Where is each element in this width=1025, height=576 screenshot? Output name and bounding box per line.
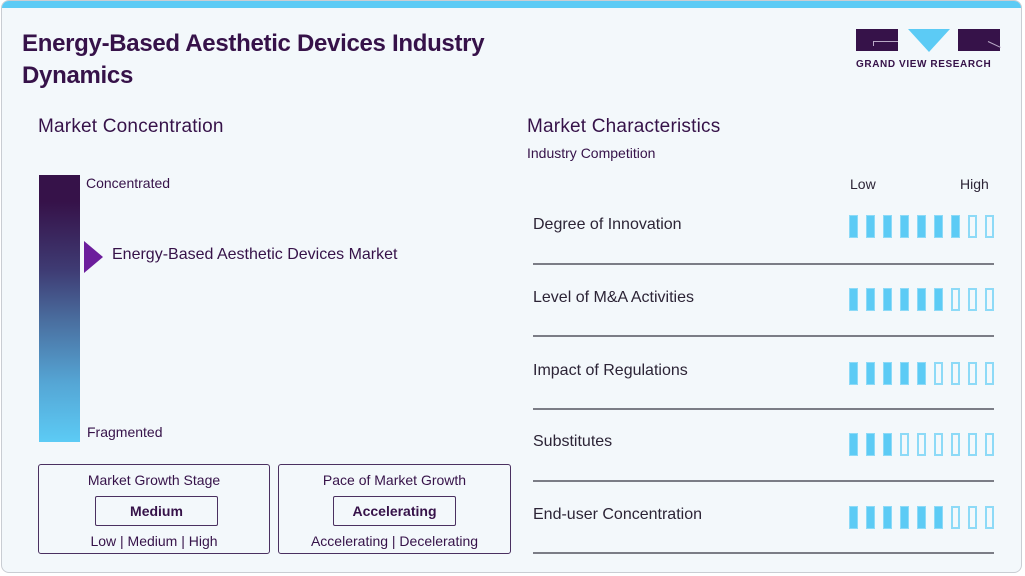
score-segment-empty — [985, 288, 994, 311]
score-segment-filled — [866, 433, 875, 456]
logo-g-stroke — [873, 41, 898, 42]
score-segment-filled — [883, 288, 892, 311]
row-divider — [533, 480, 994, 482]
grand-view-research-logo: GRAND VIEW RESEARCH — [856, 29, 1001, 75]
market-characteristics-title: Market Characteristics — [527, 116, 721, 137]
growth-pace-options: Accelerating | Decelerating — [310, 533, 479, 549]
score-segment-filled — [900, 362, 909, 385]
row-divider — [533, 263, 994, 265]
growth-pace-title: Pace of Market Growth — [322, 472, 467, 488]
row-divider — [533, 552, 994, 554]
logo-v-triangle-icon — [908, 29, 950, 52]
score-segment-filled — [900, 506, 909, 529]
score-segment-empty — [968, 288, 977, 311]
characteristic-score-meter — [849, 215, 994, 238]
score-segment-filled — [917, 506, 926, 529]
score-segment-empty — [968, 433, 977, 456]
market-position-label: Energy-Based Aesthetic Devices Market — [112, 246, 398, 263]
score-segment-filled — [849, 433, 858, 456]
score-segment-filled — [917, 362, 926, 385]
score-segment-empty — [985, 215, 994, 238]
score-segment-empty — [951, 506, 960, 529]
score-segment-filled — [866, 288, 875, 311]
row-divider — [533, 408, 994, 410]
score-segment-empty — [951, 288, 960, 311]
score-segment-empty — [934, 433, 943, 456]
concentrated-label: Concentrated — [86, 175, 171, 191]
fragmented-label: Fragmented — [87, 424, 163, 440]
score-segment-filled — [934, 215, 943, 238]
pace-of-market-growth-box: Pace of Market Growth Accelerating Accel… — [278, 464, 511, 554]
score-segment-empty — [968, 215, 977, 238]
scale-high-label: High — [960, 176, 989, 192]
score-segment-empty — [917, 433, 926, 456]
score-segment-filled — [866, 506, 875, 529]
score-segment-filled — [917, 288, 926, 311]
score-segment-filled — [951, 215, 960, 238]
score-segment-empty — [968, 506, 977, 529]
score-segment-empty — [951, 433, 960, 456]
characteristic-score-meter — [849, 433, 994, 456]
logo-g-block-icon — [856, 29, 898, 51]
characteristic-score-meter — [849, 288, 994, 311]
industry-competition-subtitle: Industry Competition — [527, 145, 656, 161]
characteristic-label: Level of M&A Activities — [533, 289, 694, 306]
score-segment-filled — [883, 506, 892, 529]
score-segment-filled — [849, 288, 858, 311]
score-segment-empty — [900, 433, 909, 456]
score-segment-filled — [866, 362, 875, 385]
score-segment-filled — [883, 362, 892, 385]
logo-r-block-icon — [958, 29, 1000, 51]
score-segment-empty — [985, 362, 994, 385]
growth-stage-value: Medium — [95, 496, 218, 526]
score-segment-filled — [849, 215, 858, 238]
score-segment-filled — [866, 215, 875, 238]
market-growth-stage-box: Market Growth Stage Medium Low | Medium … — [38, 464, 270, 554]
scale-low-label: Low — [850, 176, 876, 192]
characteristic-label: Impact of Regulations — [533, 362, 688, 379]
score-segment-filled — [849, 506, 858, 529]
growth-stage-options: Low | Medium | High — [90, 533, 218, 549]
score-segment-filled — [917, 215, 926, 238]
market-position-marker-icon — [84, 241, 103, 273]
concentration-gradient-bar — [39, 175, 80, 442]
score-segment-empty — [985, 433, 994, 456]
score-segment-filled — [883, 433, 892, 456]
characteristic-score-meter — [849, 506, 994, 529]
logo-g-tick — [873, 41, 874, 46]
score-segment-empty — [985, 506, 994, 529]
score-segment-empty — [968, 362, 977, 385]
growth-stage-title: Market Growth Stage — [87, 472, 221, 488]
top-accent-bar — [2, 1, 1021, 8]
score-segment-filled — [900, 288, 909, 311]
market-concentration-title: Market Concentration — [38, 116, 224, 137]
characteristic-score-meter — [849, 362, 994, 385]
score-segment-filled — [934, 506, 943, 529]
score-segment-filled — [900, 215, 909, 238]
page-title: Energy-Based Aesthetic Devices Industry … — [22, 30, 485, 89]
score-segment-empty — [934, 362, 943, 385]
row-divider — [533, 335, 994, 337]
logo-text: GRAND VIEW RESEARCH — [856, 59, 992, 70]
score-segment-filled — [934, 288, 943, 311]
score-segment-filled — [849, 362, 858, 385]
characteristic-label: End-user Concentration — [533, 506, 702, 523]
characteristic-label: Degree of Innovation — [533, 216, 682, 233]
characteristic-label: Substitutes — [533, 433, 613, 450]
score-segment-empty — [951, 362, 960, 385]
score-segment-filled — [883, 215, 892, 238]
growth-pace-value: Accelerating — [333, 496, 456, 526]
